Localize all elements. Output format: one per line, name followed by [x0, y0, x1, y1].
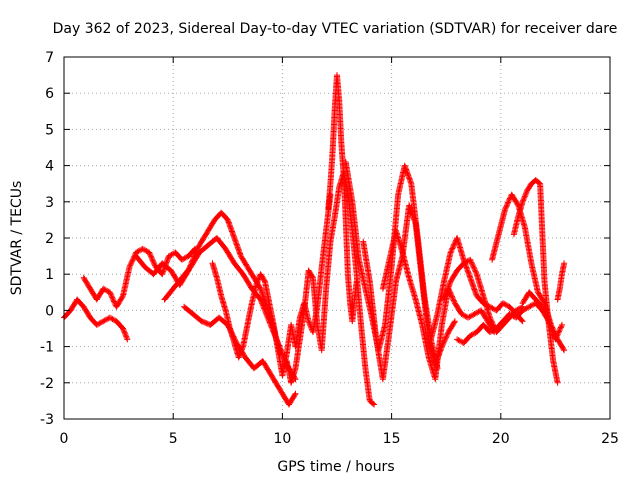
x-tick-label: 10	[273, 431, 291, 447]
plot-frame	[63, 56, 611, 420]
y-tick-label: 3	[45, 195, 54, 211]
series-markers	[454, 300, 552, 346]
series-18	[554, 260, 568, 303]
y-tick-label: 2	[45, 231, 54, 247]
x-tick-label: 0	[60, 431, 69, 447]
series-markers	[554, 260, 568, 303]
y-axis-label: SDTVAR / TECUs	[9, 181, 25, 296]
data-series-layer	[61, 72, 568, 408]
y-tick-label: 4	[45, 159, 54, 175]
series-markers	[519, 289, 565, 343]
y-tick-label: -1	[40, 340, 54, 356]
series-markers	[133, 209, 284, 357]
y-tick-label: -3	[40, 412, 54, 428]
x-tick-label: 5	[169, 431, 178, 447]
y-tick-label: -2	[40, 376, 54, 392]
y-tick-label: 0	[45, 303, 54, 319]
axis-layer: 0 5 10 15 20 25 -3 -2 -1 0 1 2 3 4 5 6 7	[40, 50, 619, 447]
chart-title: Day 362 of 2023, Sidereal Day-to-day VTE…	[53, 21, 618, 37]
series-markers	[325, 72, 360, 325]
y-tick-label: 1	[45, 267, 54, 283]
series-14	[454, 300, 552, 346]
series-markers	[283, 169, 378, 408]
series-7	[283, 169, 378, 408]
x-axis-label: GPS time / hours	[277, 459, 394, 475]
x-tick-label: 25	[601, 431, 619, 447]
x-tick-label: 20	[492, 431, 510, 447]
y-tick-label: 7	[45, 50, 54, 66]
series-markers	[360, 202, 458, 383]
series-8	[325, 72, 360, 325]
y-tick-label: 5	[45, 122, 54, 138]
series-10	[360, 202, 458, 383]
x-tick-label: 15	[383, 431, 401, 447]
y-tick-label: 6	[45, 86, 54, 102]
series-17	[519, 289, 565, 343]
series-3	[133, 209, 284, 357]
